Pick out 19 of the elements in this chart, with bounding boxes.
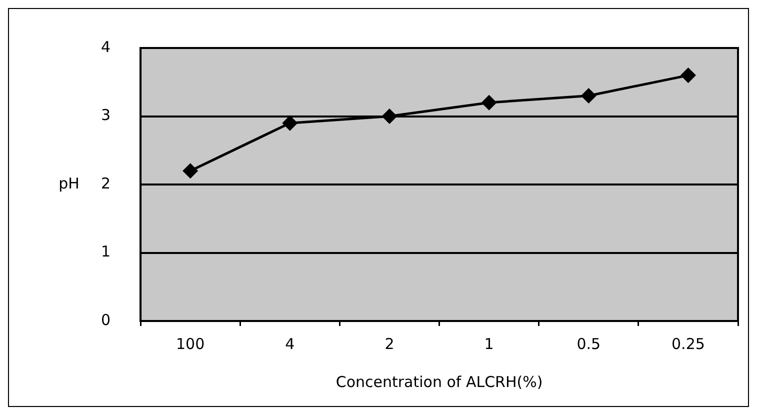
x-tick-label: 2 bbox=[384, 334, 394, 353]
point bbox=[482, 95, 496, 110]
y-tick-label: 1 bbox=[100, 242, 111, 261]
x-tick-label: 1 bbox=[484, 334, 494, 353]
y-tick-label: 3 bbox=[100, 106, 111, 124]
point bbox=[183, 164, 198, 178]
x-axis-title: Concentration of ALCRH(%) bbox=[336, 372, 543, 391]
x-tick-label: 4 bbox=[285, 334, 295, 353]
y-axis-title: pH bbox=[58, 174, 80, 192]
x-tick-label: 0.5 bbox=[576, 334, 601, 353]
y-tick-label: 2 bbox=[100, 174, 111, 192]
y-tick-label: 0 bbox=[100, 310, 111, 329]
x-tick-label: 0.25 bbox=[672, 334, 705, 353]
y-tick-label: 4 bbox=[100, 38, 111, 56]
point bbox=[382, 109, 397, 124]
point bbox=[680, 68, 696, 83]
point bbox=[581, 88, 596, 104]
point bbox=[282, 116, 298, 130]
x-tick-label: 100 bbox=[176, 334, 205, 353]
